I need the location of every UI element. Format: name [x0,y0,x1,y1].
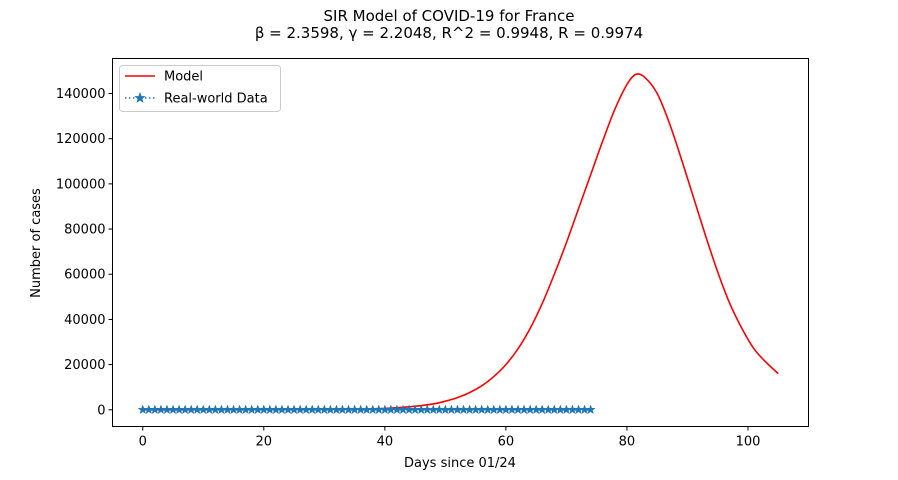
x-tick-label: 100 [736,435,761,450]
legend: Model Real-world Data [119,65,281,112]
x-tick-label: 40 [377,435,394,450]
y-tick-label: 140000 [56,87,106,102]
y-tick-label: 80000 [64,223,105,238]
x-tick-label: 20 [256,435,273,450]
x-tick-label: 80 [619,435,636,450]
legend-data-label: Real-world Data [164,92,268,107]
y-tick-label: 60000 [64,268,105,283]
real-data-point [585,404,596,415]
series-layer [137,73,779,415]
y-tick-label: 120000 [56,132,106,147]
x-axis-label: Days since 01/24 [404,456,516,471]
plot-frame [112,58,809,427]
y-tick-label: 20000 [64,358,105,373]
y-axis-label: Number of cases [29,188,44,298]
y-tick-label: 40000 [64,313,105,328]
legend-box [119,65,281,112]
x-tick-label: 60 [498,435,515,450]
ticks: 0 20 40 60 80 100 0 20000 40000 60000 80000 100000 1… [56,87,761,449]
chart-title: SIR Model of COVID-19 for France [324,7,575,25]
x-tick-label: 0 [139,435,147,450]
legend-data-marker [134,91,146,103]
y-tick-label: 100000 [56,177,106,192]
y-tick-label: 0 [97,403,105,418]
chart-subtitle: β = 2.3598, γ = 2.2048, R^2 = 0.9948, R … [255,24,643,42]
legend-model-label: Model [164,70,203,85]
